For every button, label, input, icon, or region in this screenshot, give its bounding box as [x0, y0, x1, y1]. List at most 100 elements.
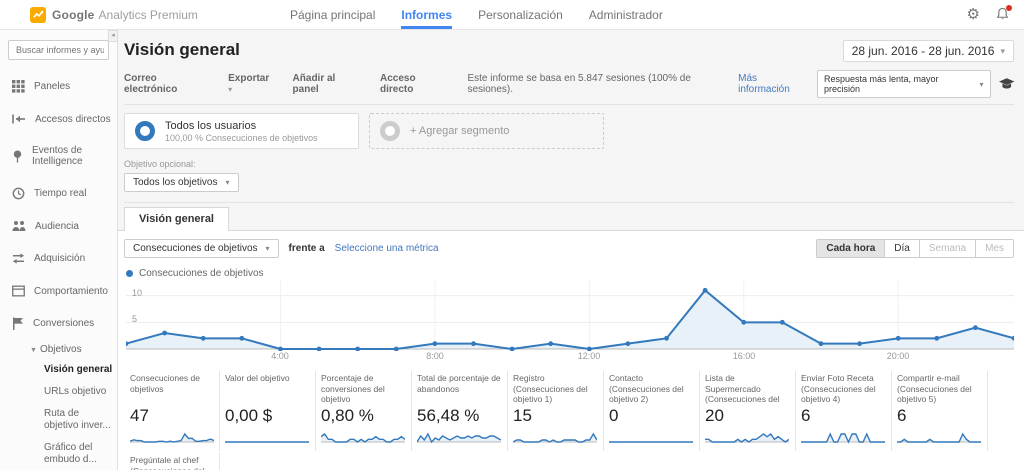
nav-informes[interactable]: Informes [401, 0, 453, 29]
sidebar-item-ruta-objetivo[interactable]: Ruta de objetivo inver... [44, 408, 111, 431]
report-toolbar: Correo electrónico Exportar ▾ Añadir al … [124, 66, 1014, 105]
optional-goal-row: Objetivo opcional: Todos los objetivos ▾ [124, 157, 1014, 203]
sidebar-collapse-icon[interactable]: ◂ [108, 30, 118, 42]
scorecard-valor-objetivo[interactable]: Valor del objetivo 0,00 $ [220, 371, 316, 451]
sidebar-section-objetivos[interactable]: ▼ Objetivos [30, 344, 82, 355]
sampling-info: Este informe se basa en 5.847 sesiones (… [467, 70, 1014, 98]
topbar: Google Analytics Premium Página principa… [0, 0, 1024, 30]
scorecard-preguntale-chef[interactable]: Pregúntale al chef (Consecuciones del ob… [124, 453, 220, 470]
export-button[interactable]: Exportar ▾ [228, 73, 270, 94]
metric-selector-row: Consecuciones de objetivos ▾ frente a Se… [124, 239, 1014, 258]
scorecard-consecuciones[interactable]: Consecuciones de objetivos 47 [124, 371, 220, 451]
vs-label: frente a [288, 243, 325, 254]
chevron-down-icon: ▾ [1000, 45, 1005, 56]
brand-name: Google [52, 7, 95, 22]
granularity-day-button[interactable]: Día [884, 240, 919, 257]
academy-cap-icon[interactable] [998, 78, 1014, 90]
email-button[interactable]: Correo electrónico [124, 73, 178, 95]
sidebar-item-label: Conversiones [33, 318, 95, 329]
scorecard-lista-supermercado[interactable]: Lista de Supermercado (Consecuciones del… [700, 371, 796, 451]
sparkline [512, 432, 598, 443]
select-metric-link[interactable]: Seleccione una métrica [334, 243, 439, 254]
sidebar-item-conversiones[interactable]: Conversiones [0, 307, 117, 340]
chevron-down-icon: ▾ [265, 244, 270, 253]
sidebar-item-comportamiento[interactable]: Comportamiento [0, 275, 117, 307]
granularity-week-button[interactable]: Semana [918, 240, 976, 257]
granularity-month-button[interactable]: Mes [975, 240, 1013, 257]
sidebar-item-adquisicion[interactable]: Adquisición [0, 242, 117, 275]
logo[interactable]: Google Analytics Premium [0, 0, 290, 29]
legend-dot-icon [126, 270, 133, 277]
expanded-triangle-icon: ▼ [30, 347, 37, 354]
sidebar-item-vision-general[interactable]: Visión general [44, 364, 113, 375]
segments-row: Todos los usuarios 100,00 % Consecucione… [124, 105, 1014, 157]
nav-pagina-principal[interactable]: Página principal [290, 7, 376, 22]
sparkline [609, 441, 693, 443]
granularity-buttons: Cada hora Día Semana Mes [816, 239, 1014, 258]
sidebar: ◂ Paneles Accesos directos Eventos de In… [0, 30, 118, 470]
scorecard-compartir-email[interactable]: Compartir e-mail (Consecuciones del obje… [892, 371, 988, 451]
timeseries-chart[interactable]: 10 5 4:00 8:00 12:00 16:00 20:00 [123, 281, 1017, 367]
granularity-hourly-button[interactable]: Cada hora [817, 240, 885, 257]
scorecard-porcentaje-conversiones[interactable]: Porcentaje de conversiones del objetivo … [316, 371, 412, 451]
scorecards-row-1: Consecuciones de objetivos 47 Valor del … [124, 371, 1014, 451]
shortcut-button[interactable]: Acceso directo [379, 73, 416, 95]
segment-card-todos-los-usuarios[interactable]: Todos los usuarios 100,00 % Consecucione… [124, 113, 359, 149]
sidebar-search[interactable] [8, 40, 109, 60]
sidebar-item-audiencia[interactable]: Audiencia [0, 210, 117, 242]
sparkline [225, 441, 309, 443]
product-name: Analytics Premium [98, 7, 198, 22]
segment-detail: 100,00 % Consecuciones de objetivos [165, 132, 318, 143]
sidebar-item-tiempo-real[interactable]: Tiempo real [0, 177, 117, 210]
report-header-band: Visión general 28 jun. 2016 - 28 jun. 20… [118, 30, 1024, 203]
tab-vision-general[interactable]: Visión general [124, 207, 229, 231]
sparkline [416, 432, 502, 444]
scorecard-abandonos[interactable]: Total de porcentaje de abandonos 56,48 % [412, 371, 508, 451]
add-to-dashboard-button[interactable]: Añadir al panel [292, 73, 336, 95]
sidebar-item-label: Comportamiento [34, 285, 108, 297]
notifications-bell-icon[interactable] [996, 5, 1012, 22]
sparkline [705, 433, 790, 443]
nav-personalizacion[interactable]: Personalización [478, 7, 563, 22]
sampling-level-select[interactable]: Respuesta más lenta, mayor precisión ▾ [817, 70, 991, 98]
chevron-down-icon: ▾ [979, 79, 984, 89]
topbar-right: ⚙ [967, 0, 1024, 29]
segment-name: Todos los usuarios [165, 119, 257, 132]
scorecard-enviar-foto[interactable]: Enviar Foto Receta (Consecuciones del ob… [796, 371, 892, 451]
top-navigation: Página principal Informes Personalizació… [290, 0, 663, 29]
conversions-flag-icon [13, 317, 23, 330]
analytics-logo-icon [30, 6, 46, 23]
more-info-link[interactable]: Más información [738, 73, 790, 95]
sampling-text: Este informe se basa en 5.847 sesiones (… [467, 73, 691, 95]
sidebar-item-label: Eventos de Intelligence [32, 145, 83, 167]
main-area: Visión general 28 jun. 2016 - 28 jun. 20… [118, 30, 1024, 470]
sidebar-item-grafico-embudo[interactable]: Gráfico del embudo d... [44, 442, 97, 465]
search-input[interactable] [16, 45, 104, 55]
date-range-picker[interactable]: 28 jun. 2016 - 28 jun. 2016 ▾ [842, 40, 1014, 62]
chevron-down-icon: ▾ [228, 85, 233, 94]
sidebar-item-accesos-directos[interactable]: Accesos directos [0, 103, 117, 135]
y-tick-5: 5 [132, 314, 138, 324]
sparkline [129, 432, 215, 443]
y-tick-10: 10 [132, 288, 143, 298]
sidebar-item-paneles[interactable]: Paneles [0, 70, 117, 103]
report-tabbar: Visión general [118, 203, 1024, 231]
add-segment-card[interactable]: + Agregar segmento [369, 113, 604, 149]
goal-select[interactable]: Todos los objetivos ▾ [124, 173, 239, 192]
scorecard-registro[interactable]: Registro (Consecuciones del objetivo 1) … [508, 371, 604, 451]
intelligence-pin-icon [13, 149, 22, 163]
notification-dot [1006, 5, 1012, 11]
acquisition-arrows-icon [12, 253, 25, 264]
sidebar-item-label: Audiencia [35, 220, 79, 232]
metric-select[interactable]: Consecuciones de objetivos ▾ [124, 239, 279, 258]
sidebar-item-label: Adquisición [34, 253, 86, 264]
sidebar-item-urls-objetivo[interactable]: URLs objetivo [44, 386, 107, 397]
gear-icon[interactable]: ⚙ [966, 6, 980, 23]
scorecard-contacto[interactable]: Contacto (Consecuciones del objetivo 2) … [604, 371, 700, 451]
add-segment-label: + Agregar segmento [410, 125, 510, 137]
sidebar-item-eventos-intelligence[interactable]: Eventos de Intelligence [0, 135, 117, 177]
scorecards-row-2: Pregúntale al chef (Consecuciones del ob… [124, 453, 1014, 470]
nav-administrador[interactable]: Administrador [588, 7, 663, 22]
sparkline [320, 433, 406, 443]
